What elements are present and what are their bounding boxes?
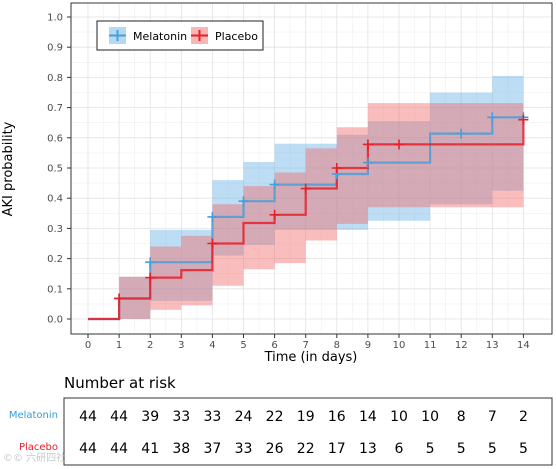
x-tick-label: 0 (85, 340, 91, 351)
censor-mark-placebo (362, 139, 373, 150)
risk-value-placebo: 38 (172, 441, 190, 457)
x-tick-label: 9 (365, 340, 371, 351)
risk-value-placebo: 5 (519, 441, 528, 457)
risk-value-placebo: 5 (426, 441, 435, 457)
legend: Melatonin Placebo (96, 20, 264, 51)
x-axis-label: Time (in days) (264, 350, 358, 365)
risk-value-melatonin: 16 (328, 409, 346, 425)
y-tick-label: 0.0 (47, 315, 63, 326)
censor-mark-placebo (269, 209, 280, 220)
risk-value-melatonin: 19 (297, 409, 315, 425)
risk-table-panel (63, 397, 553, 466)
censor-mark-melatonin (207, 211, 218, 222)
x-tick-label: 2 (147, 340, 153, 351)
risk-value-placebo: 33 (235, 441, 253, 457)
y-axis-label: AKI probability (1, 121, 16, 216)
risk-value-placebo: 44 (110, 441, 128, 457)
legend-label-melatonin: Melatonin (133, 30, 187, 43)
x-tick-label: 7 (303, 340, 309, 351)
risk-value-melatonin: 44 (79, 409, 97, 425)
risk-value-melatonin: 14 (359, 409, 377, 425)
risk-value-melatonin: 33 (172, 409, 190, 425)
risk-value-placebo: 5 (488, 441, 497, 457)
x-axis-ticks: 0 1 2 3 4 5 6 7 8 9 10 11 12 13 14 (85, 334, 530, 351)
censor-marks (114, 112, 529, 304)
y-tick-label: 0.3 (47, 224, 63, 235)
x-tick-label: 1 (116, 340, 122, 351)
y-tick-label: 0.8 (47, 73, 63, 84)
censor-mark-placebo (518, 114, 529, 125)
censor-mark-melatonin (145, 257, 156, 268)
censor-mark-melatonin (362, 157, 373, 168)
x-tick-label: 6 (271, 340, 277, 351)
censor-mark-placebo (207, 238, 218, 249)
censor-mark-placebo (145, 272, 156, 283)
risk-value-placebo: 13 (359, 441, 377, 457)
risk-value-melatonin: 44 (110, 409, 128, 425)
x-tick-label: 5 (240, 340, 246, 351)
x-tick-label: 13 (486, 340, 499, 351)
y-tick-label: 0.6 (47, 133, 63, 144)
risk-value-melatonin: 22 (266, 409, 284, 425)
risk-value-placebo: 44 (79, 441, 97, 457)
risk-value-melatonin: 8 (457, 409, 466, 425)
y-axis-ticks: 0.0 0.1 0.2 0.3 0.4 0.5 0.6 0.7 0.8 0.9 1.0 (47, 13, 71, 326)
y-tick-label: 0.5 (47, 164, 63, 175)
risk-value-melatonin: 24 (235, 409, 253, 425)
risk-value-placebo: 41 (141, 441, 159, 457)
risk-value-melatonin: 39 (141, 409, 159, 425)
km-line-placebo (88, 119, 525, 321)
y-tick-label: 0.2 (47, 254, 63, 265)
y-tick-label: 1.0 (47, 13, 63, 24)
risk-value-placebo: 6 (395, 441, 404, 457)
x-tick-label: 12 (455, 340, 468, 351)
y-tick-label: 0.7 (47, 103, 63, 114)
risk-row-label-placebo: Placebo (19, 442, 58, 453)
risk-value-placebo: 22 (297, 441, 315, 457)
censor-mark-melatonin (238, 196, 249, 207)
risk-value-melatonin: 7 (488, 409, 497, 425)
risk-value-placebo: 26 (266, 441, 284, 457)
risk-table-title: Number at risk (64, 374, 176, 392)
x-tick-label: 14 (517, 340, 530, 351)
legend-key-melatonin (109, 27, 126, 44)
y-tick-label: 0.9 (47, 43, 63, 54)
x-tick-label: 4 (209, 340, 215, 351)
risk-value-placebo: 17 (328, 441, 346, 457)
risk-value-placebo: 37 (203, 441, 221, 457)
x-tick-label: 8 (334, 340, 340, 351)
risk-value-melatonin: 10 (390, 409, 408, 425)
legend-label-placebo: Placebo (215, 30, 258, 43)
risk-value-placebo: 5 (457, 441, 466, 457)
x-tick-label: 11 (424, 340, 437, 351)
y-tick-label: 0.1 (47, 284, 63, 295)
censor-mark-placebo (300, 183, 311, 194)
risk-value-melatonin: 2 (519, 409, 528, 425)
risk-value-melatonin: 10 (421, 409, 439, 425)
survival-lines (88, 116, 525, 321)
x-tick-label: 3 (178, 340, 184, 351)
x-tick-label: 10 (393, 340, 406, 351)
censor-mark-placebo (394, 139, 404, 150)
watermark-text: ©© 六研四社 (3, 453, 67, 464)
risk-table: Melatonin 44 44 39 33 33 24 22 19 16 14 10 10 8 7 2 Plac… (9, 409, 528, 457)
censor-mark-melatonin (269, 179, 280, 190)
risk-row-label-melatonin: Melatonin (9, 410, 58, 421)
censor-mark-melatonin (487, 112, 498, 123)
censor-mark-placebo (114, 293, 125, 304)
legend-key-placebo (191, 27, 208, 44)
censor-mark-placebo (331, 163, 342, 173)
risk-value-melatonin: 33 (203, 409, 221, 425)
y-tick-label: 0.4 (47, 194, 63, 205)
censor-mark-melatonin (456, 128, 467, 139)
